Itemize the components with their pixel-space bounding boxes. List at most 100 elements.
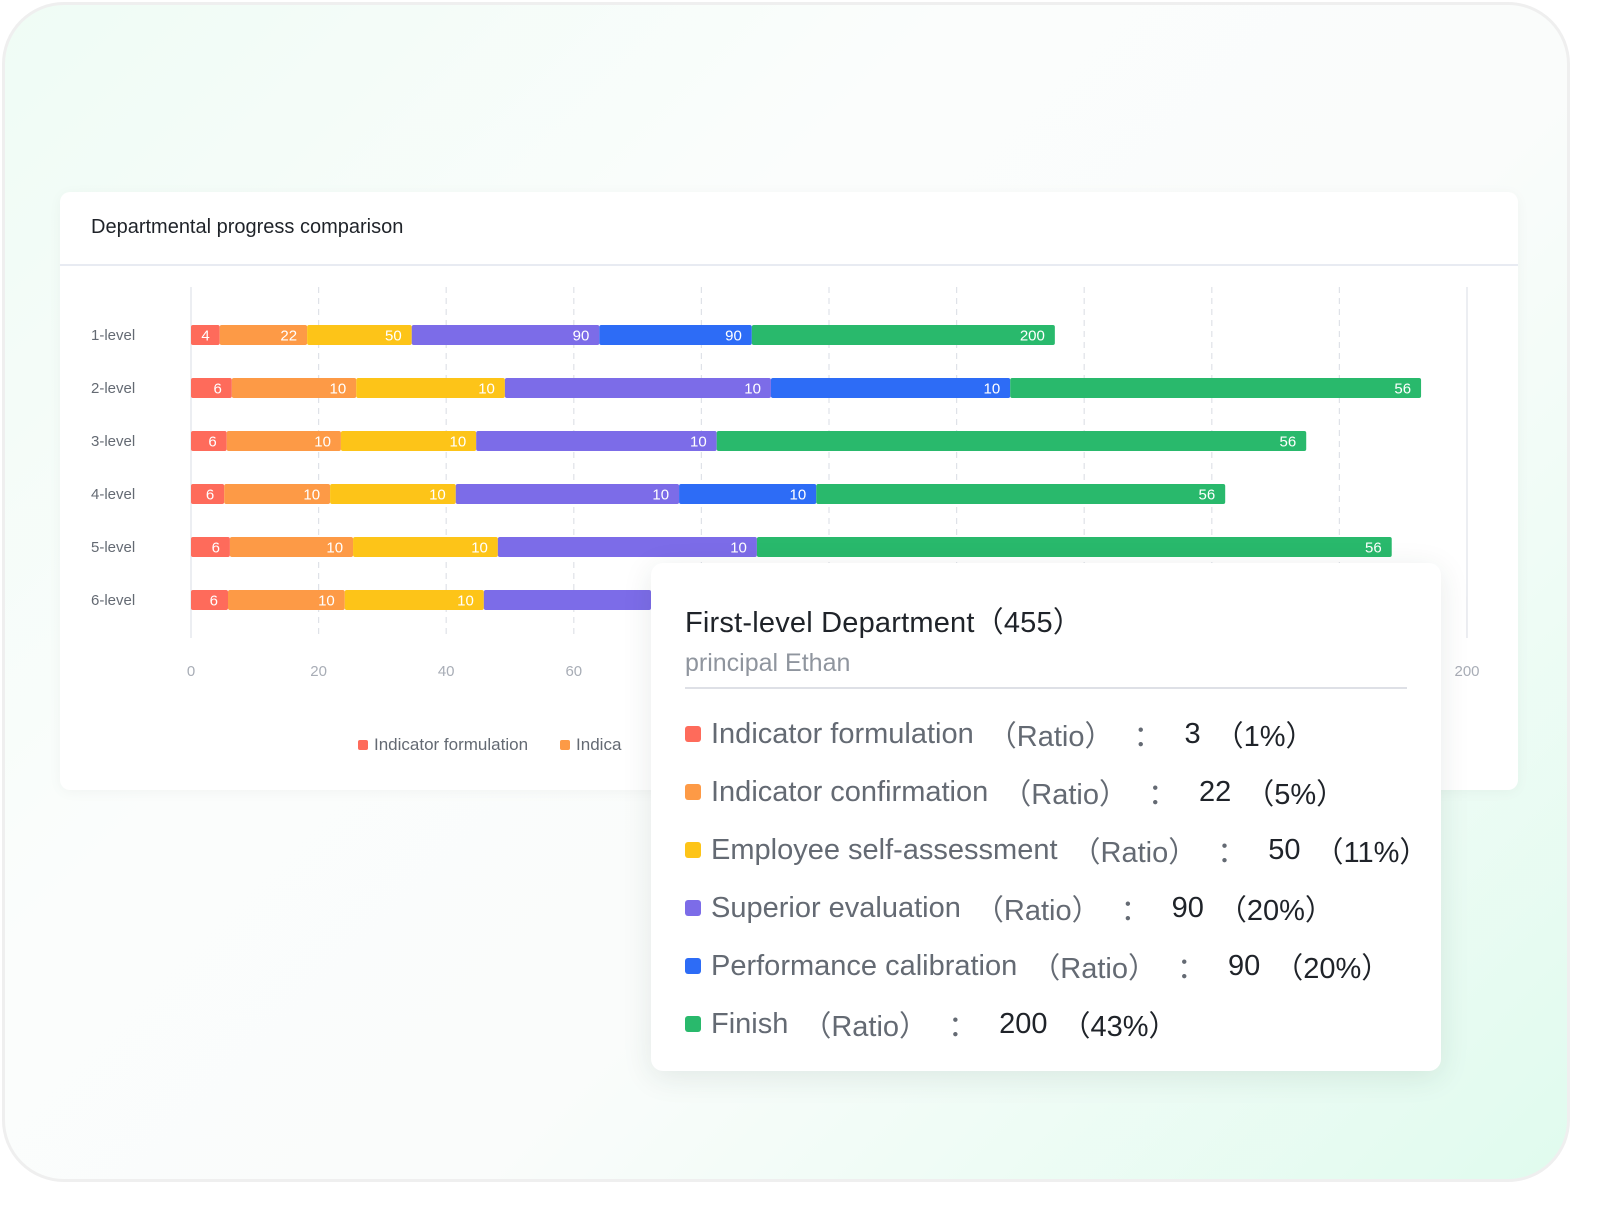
bar-data-label: 6 <box>208 434 216 451</box>
bar-segment-indicator-formulation[interactable] <box>191 431 227 451</box>
x-tick-label: 20 <box>310 663 327 680</box>
tooltip-series-label: Indicator formulation <box>711 717 974 750</box>
bar-data-label: 6 <box>213 381 221 398</box>
series-color-icon <box>685 726 701 742</box>
tooltip-rows: Indicator formulation （Ratio）： 3 （1%） Indica… <box>685 705 1428 1053</box>
bar-segment-superior-evaluation[interactable] <box>483 590 651 610</box>
y-category-label: 4-level <box>91 486 135 503</box>
bar-segment-finish[interactable] <box>756 537 1392 557</box>
tooltip-ratio-label: （Ratio） <box>1031 953 1157 985</box>
bar-row[interactable]: 6 10 10 10 10 56 <box>191 378 1422 398</box>
bar-segment-performance-calibration[interactable] <box>770 378 1011 398</box>
series-color-icon <box>685 1016 701 1032</box>
tooltip-series-label: Indicator confirmation <box>711 775 989 808</box>
y-category-label: 2-level <box>91 380 135 397</box>
series-color-icon <box>685 784 701 800</box>
bar-segment-indicator-formulation[interactable] <box>191 378 232 398</box>
bar-segment-superior-evaluation[interactable] <box>476 431 717 451</box>
tooltip-percent: （20%） <box>1274 953 1391 985</box>
tooltip-series-label: Finish <box>711 1007 789 1040</box>
tooltip-subtitle: principal Ethan <box>685 649 851 677</box>
tooltip-ratio-label: （Ratio） <box>987 721 1114 753</box>
tooltip-series-label: Superior evaluation <box>711 891 961 924</box>
bar-segment-superior-evaluation[interactable] <box>455 484 680 504</box>
bar-data-label: 10 <box>471 540 488 557</box>
chart-tooltip: First-level Department（455） principal Et… <box>651 563 1441 1071</box>
bar-segment-employee-self-assessment[interactable] <box>340 431 477 451</box>
bar-segment-employee-self-assessment[interactable] <box>344 590 484 610</box>
legend-item[interactable]: Indica <box>560 735 621 755</box>
bar-data-label: 10 <box>984 381 1001 398</box>
tooltip-series-label: Performance calibration <box>711 949 1018 982</box>
legend-item[interactable]: Indicator formulation <box>358 735 528 755</box>
bar-row[interactable]: 6 10 10 10 56 <box>191 537 1392 557</box>
tooltip-colon: ： <box>948 1011 978 1043</box>
bar-segment-superior-evaluation[interactable] <box>504 378 771 398</box>
chart-title: Departmental progress comparison <box>91 216 404 238</box>
bar-segment-employee-self-assessment[interactable] <box>307 325 412 345</box>
bar-data-label: 6 <box>210 593 218 610</box>
bar-segment-employee-self-assessment[interactable] <box>330 484 456 504</box>
bar-segment-indicator-confirmation[interactable] <box>231 378 357 398</box>
bar-segment-indicator-confirmation[interactable] <box>228 590 345 610</box>
bar-segment-employee-self-assessment[interactable] <box>356 378 505 398</box>
tooltip-row: Indicator confirmation （Ratio） ： 22 （5%） <box>685 763 1428 821</box>
bar-segment-performance-calibration[interactable] <box>679 484 817 504</box>
bar-data-label: 200 <box>1020 328 1045 345</box>
x-tick-label: 60 <box>565 663 582 680</box>
bar-data-label: 6 <box>206 487 214 504</box>
tooltip-value: 22 <box>1198 775 1232 808</box>
tooltip-percent: （20%） <box>1217 895 1334 927</box>
bar-data-label: 56 <box>1199 487 1216 504</box>
tooltip-value: 200 <box>999 1007 1048 1040</box>
bar-row[interactable]: 6 10 10 <box>191 590 651 610</box>
tooltip-value: 3 <box>1184 717 1201 750</box>
bar-data-label: 10 <box>314 434 331 451</box>
series-color-icon <box>685 958 701 974</box>
tooltip-row: Indicator formulation （Ratio） ： 3 （1%） <box>685 705 1428 763</box>
tooltip-row: Performance calibration （Ratio） ： 90 （20%） <box>685 937 1428 995</box>
bar-segment-indicator-confirmation[interactable] <box>219 325 308 345</box>
bar-segment-finish[interactable] <box>751 325 1055 345</box>
bar-segment-indicator-formulation[interactable] <box>191 537 230 557</box>
bar-segment-indicator-confirmation[interactable] <box>226 431 341 451</box>
x-tick-label: 0 <box>187 663 195 680</box>
bar-data-label: 10 <box>652 487 669 504</box>
bar-segment-performance-calibration[interactable] <box>599 325 752 345</box>
bar-segment-indicator-confirmation[interactable] <box>229 537 354 557</box>
bar-segment-indicator-formulation[interactable] <box>191 325 220 345</box>
bar-row[interactable]: 4 22 50 90 90 200 <box>191 325 1055 345</box>
bar-data-label: 10 <box>690 434 707 451</box>
bar-segment-finish[interactable] <box>1010 378 1422 398</box>
x-tick-label: 200 <box>1454 663 1479 680</box>
tooltip-ratio-label: （Ratio） <box>1002 779 1128 811</box>
tooltip-colon: ： <box>1217 837 1247 869</box>
bar-segment-employee-self-assessment[interactable] <box>353 537 498 557</box>
bar-row[interactable]: 6 10 10 10 10 56 <box>191 484 1226 504</box>
tooltip-ratio-label: （Ratio） <box>802 1011 929 1043</box>
bar-segment-indicator-formulation[interactable] <box>191 590 229 610</box>
bar-data-label: 56 <box>1365 540 1382 557</box>
y-category-label: 3-level <box>91 433 135 450</box>
tooltip-colon: ： <box>1176 953 1206 985</box>
bar-segment-superior-evaluation[interactable] <box>411 325 600 345</box>
bar-data-label: 50 <box>385 328 402 345</box>
bar-segment-finish[interactable] <box>716 431 1307 451</box>
bar-segment-indicator-formulation[interactable] <box>191 484 225 504</box>
tooltip-ratio-label: （Ratio） <box>974 895 1101 927</box>
series-color-icon <box>685 900 701 916</box>
bar-data-label: 10 <box>330 381 347 398</box>
tooltip-value: 90 <box>1227 949 1261 982</box>
chart-legend: Indicator formulation Indica <box>358 735 621 755</box>
bar-segment-indicator-confirmation[interactable] <box>224 484 331 504</box>
tooltip-row: Employee self-assessment （Ratio） ： 50 （11%） <box>685 821 1428 879</box>
bar-data-label: 10 <box>429 487 446 504</box>
tooltip-percent: （11%） <box>1314 837 1429 869</box>
bar-data-label: 4 <box>201 328 209 345</box>
bar-data-label: 10 <box>790 487 807 504</box>
bar-data-label: 6 <box>212 540 220 557</box>
bar-row[interactable]: 6 10 10 10 56 <box>191 431 1307 451</box>
bar-segment-finish[interactable] <box>816 484 1226 504</box>
bar-data-label: 56 <box>1394 381 1411 398</box>
bar-segment-superior-evaluation[interactable] <box>497 537 757 557</box>
